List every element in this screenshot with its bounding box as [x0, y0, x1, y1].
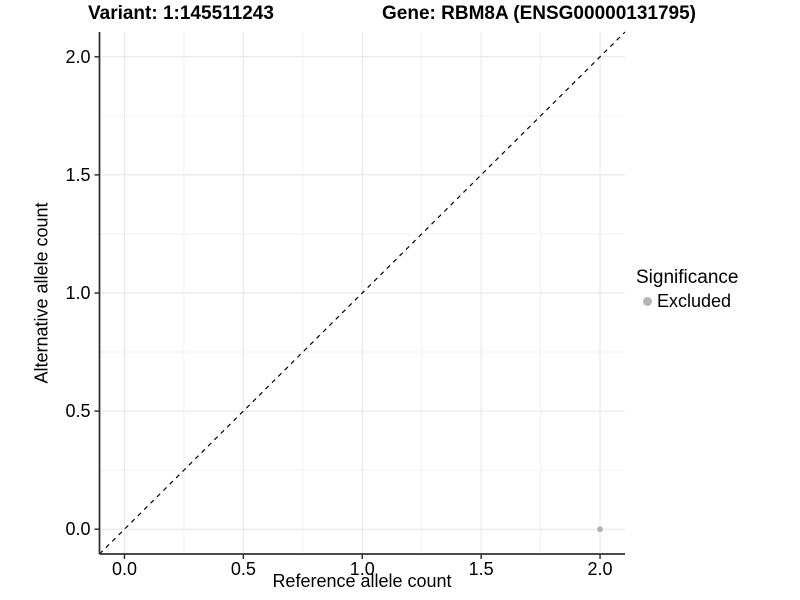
x-tick-label: 2.0 [588, 559, 613, 579]
legend: Significance Excluded [636, 266, 738, 312]
legend-title: Significance [636, 267, 739, 288]
y-tick-label: 1.5 [65, 165, 90, 185]
data-point [597, 526, 604, 533]
y-tick-label: 1.0 [65, 283, 90, 303]
y-axis-label: Alternative allele count [31, 202, 52, 384]
identity-dashed-line [99, 31, 626, 555]
legend-item-label: Excluded [657, 291, 732, 311]
legend-dot-icon [643, 296, 652, 306]
y-tick-label: 0.5 [65, 401, 90, 421]
gene-title: Gene: RBM8A (ENSG00000131795) [382, 3, 696, 24]
x-axis-label: Reference allele count [272, 571, 452, 591]
y-tick-label: 2.0 [65, 47, 90, 67]
x-tick-label: 0.0 [112, 559, 137, 579]
x-tick-label: 1.0 [350, 559, 375, 579]
x-tick-label: 0.5 [231, 559, 256, 579]
legend-item-excluded: Excluded [636, 290, 738, 312]
variant-title: Variant: 1:145511243 [88, 3, 274, 24]
x-tick-label: 1.5 [469, 559, 494, 579]
y-tick-label: 0.0 [65, 519, 90, 539]
